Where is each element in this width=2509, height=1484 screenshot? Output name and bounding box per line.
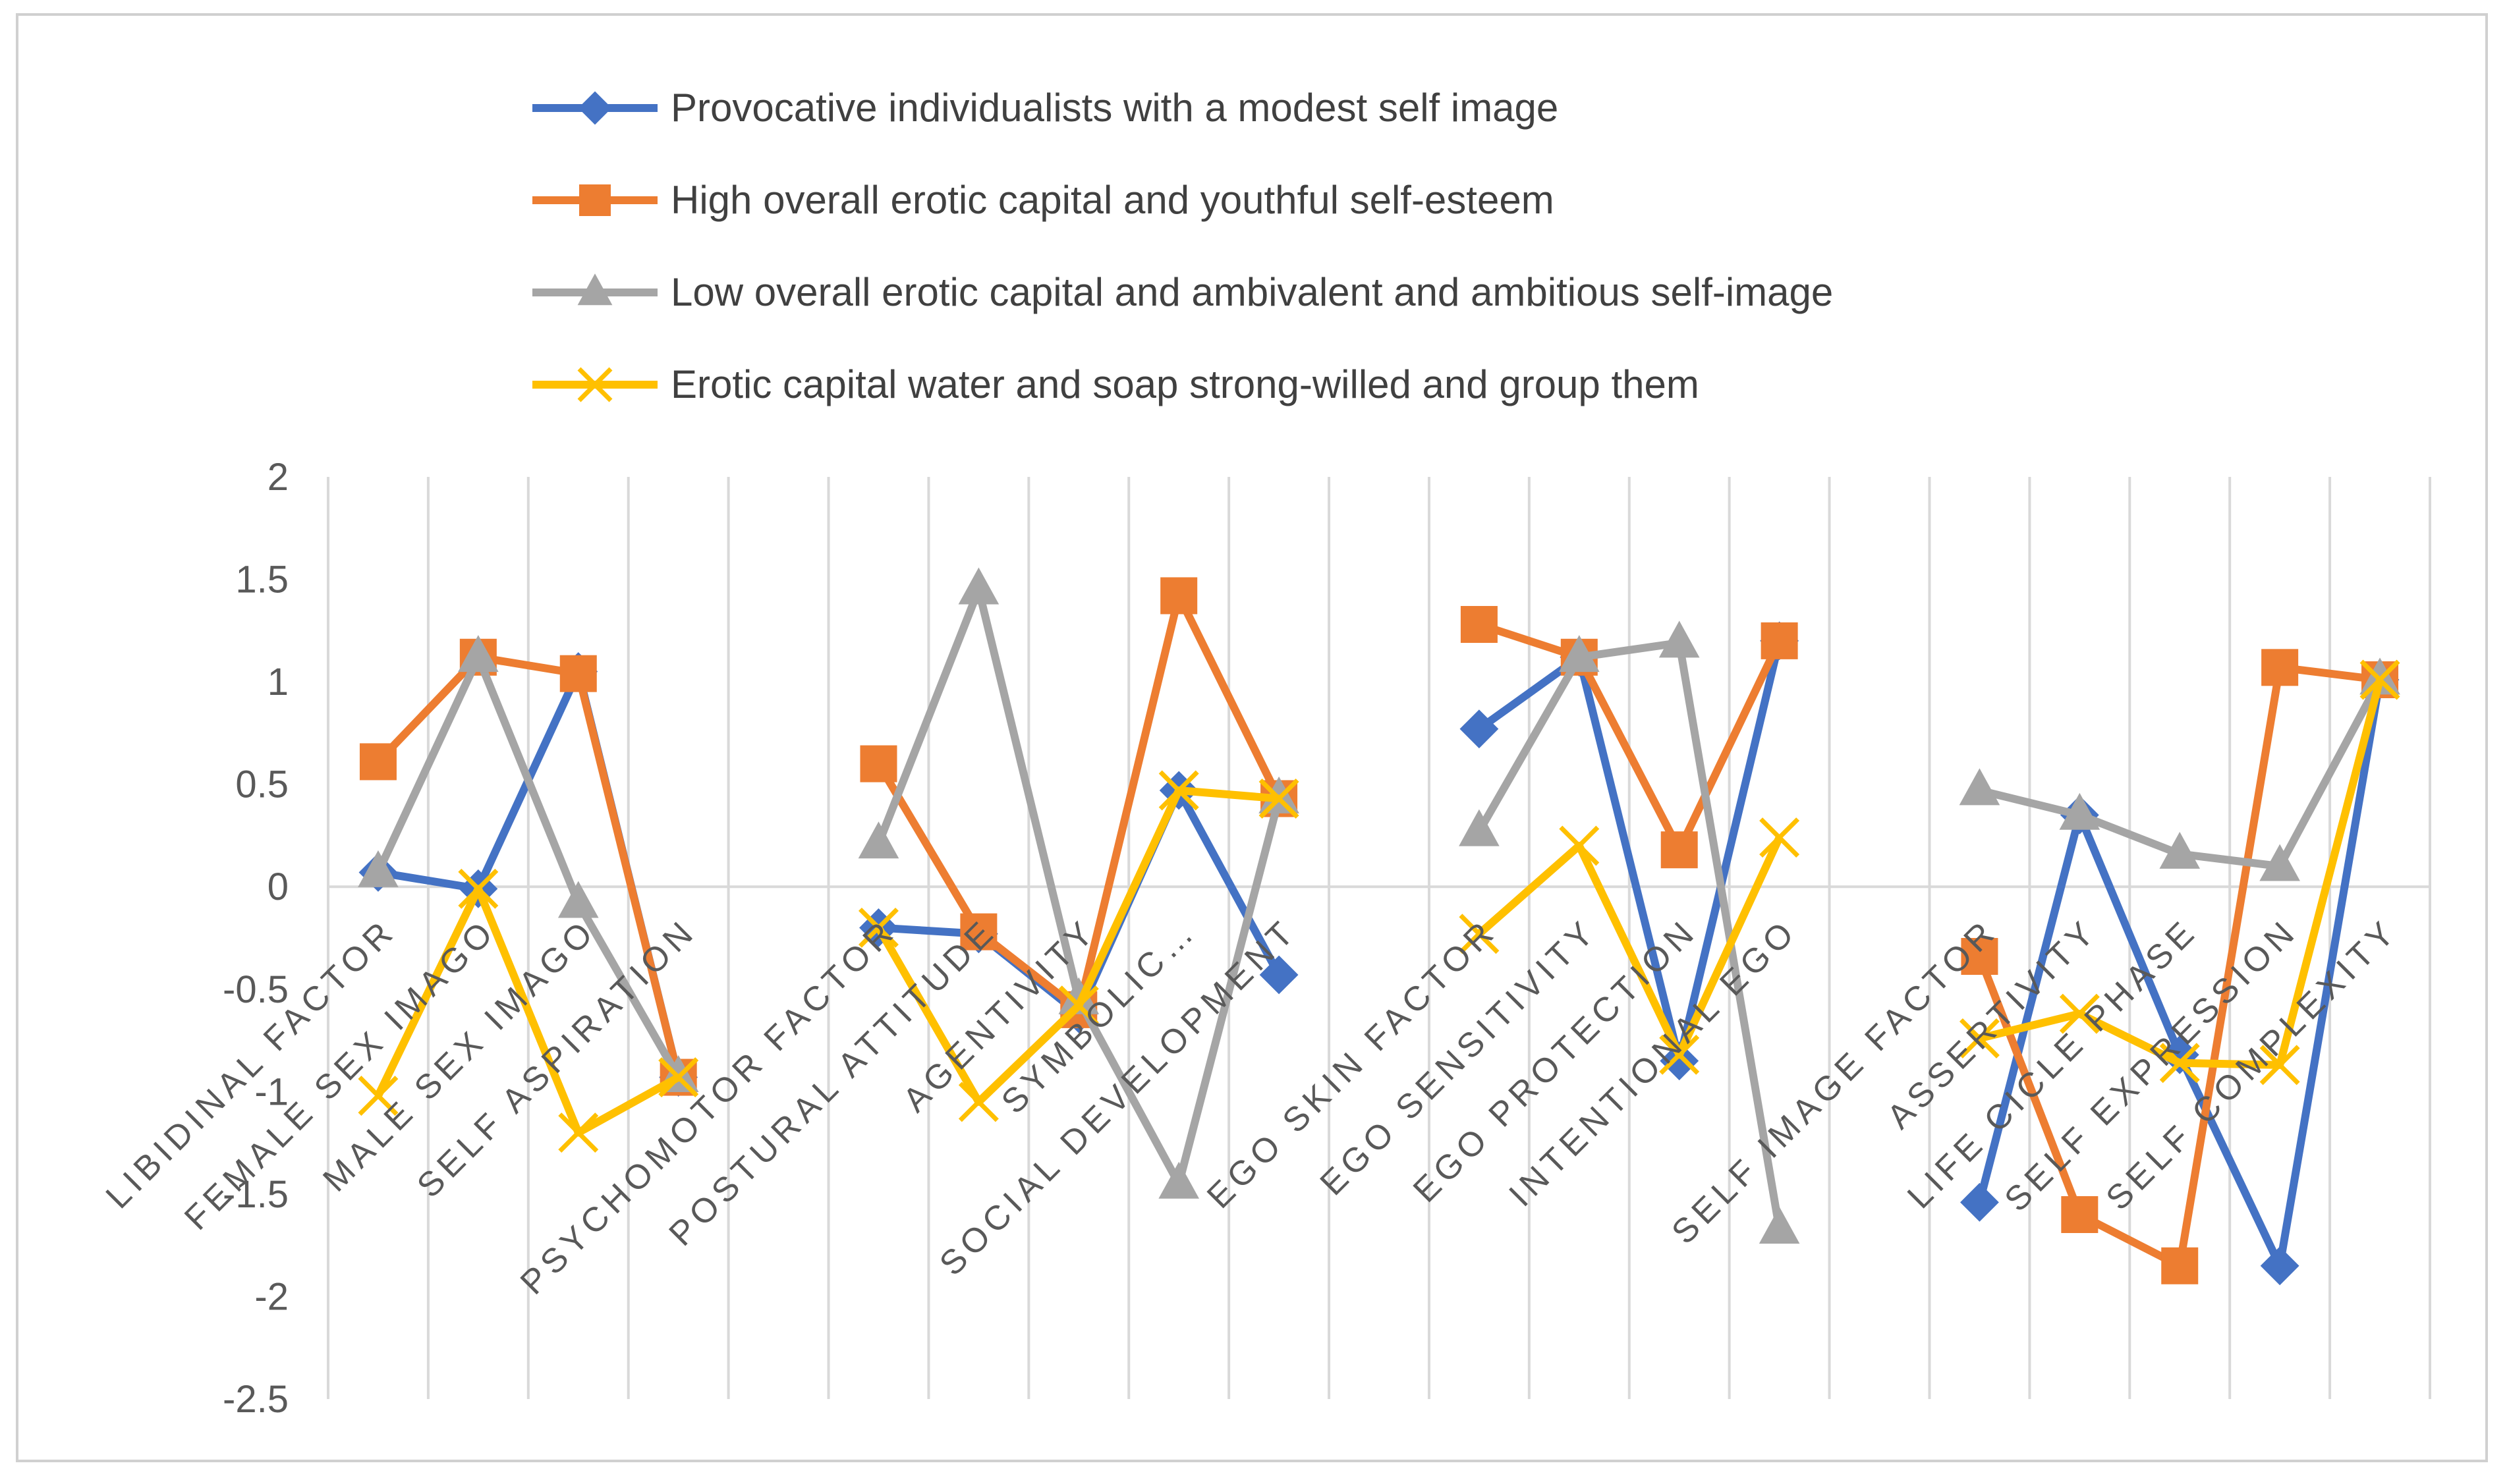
y-tick-label: -2.5 — [223, 1378, 289, 1421]
data-point — [1959, 768, 2000, 806]
y-tick-label: 1.5 — [235, 559, 289, 601]
legend-entry: High overall erotic capital and youthful… — [532, 178, 1554, 222]
y-tick-label: -1.5 — [223, 1173, 289, 1216]
series-4 — [358, 659, 2400, 1153]
data-point — [1759, 1207, 1800, 1244]
data-point — [1660, 1041, 1699, 1081]
data-point — [2259, 844, 2300, 881]
data-point — [559, 655, 597, 692]
series-line — [374, 885, 681, 1137]
data-point — [2059, 792, 2100, 830]
data-point — [2359, 657, 2400, 695]
data-point — [1960, 1182, 1999, 1222]
data-point — [558, 1113, 599, 1153]
data-point — [1659, 1034, 1700, 1075]
data-point — [859, 907, 899, 948]
data-point — [1058, 985, 1099, 1026]
data-point — [1459, 914, 1500, 954]
data-point — [557, 881, 599, 918]
data-point — [1160, 577, 1198, 615]
data-point — [1559, 825, 1600, 866]
data-point — [1460, 606, 1498, 643]
chart-frame: 2 1.5 1 0.5 0 -0.5 -1 -1.5 -2 -2.5 LIBIDINAL FACT… — [16, 13, 2488, 1462]
data-point — [2260, 1246, 2299, 1286]
data-point — [1259, 955, 1299, 995]
series-line — [375, 653, 683, 1078]
data-point — [2259, 1045, 2300, 1086]
data-point — [1258, 778, 1299, 819]
data-point — [2159, 831, 2201, 869]
y-tick-label: 2 — [268, 456, 289, 499]
y-tick-label: -1 — [254, 1070, 289, 1113]
series-line — [1477, 640, 1784, 1065]
data-point — [2359, 659, 2400, 700]
y-axis: 2 1.5 1 0.5 0 -0.5 -1 -1.5 -2 -2.5 — [223, 456, 289, 1421]
grid-layer — [327, 477, 2431, 1399]
data-point — [2261, 649, 2299, 686]
series-line — [1478, 620, 1784, 854]
series-line — [1475, 639, 1784, 1230]
data-point — [1459, 709, 1499, 749]
data-point — [1961, 938, 1998, 975]
data-point — [359, 743, 397, 781]
data-point — [858, 821, 899, 859]
line-chart: 2 1.5 1 0.5 0 -0.5 -1 -1.5 -2 -2.5 LIBIDINAL FACT… — [99, 86, 2431, 1421]
data-point — [958, 567, 1000, 605]
data-point — [1158, 1161, 1199, 1199]
data-point — [658, 1057, 699, 1098]
series-line — [374, 653, 682, 1080]
y-tick-label: 0.5 — [235, 763, 289, 806]
series-layer — [358, 567, 2400, 1286]
legend-entry: Low overall erotic capital and ambivalen… — [532, 270, 1833, 314]
data-point — [1759, 817, 1800, 858]
data-point — [960, 913, 998, 950]
data-point — [1559, 635, 1600, 673]
legend-entry: Provocative individualists with a modest… — [532, 86, 1558, 130]
legend-entry: Erotic capital water and soap strong-wil… — [532, 362, 1699, 406]
data-point — [1158, 770, 1199, 811]
data-point — [1959, 1018, 2000, 1058]
data-point — [2159, 1043, 2200, 1084]
legend-label: Provocative individualists with a modest… — [671, 86, 1558, 130]
data-point — [1058, 977, 1100, 1014]
data-point — [860, 745, 897, 783]
data-point — [2161, 1247, 2199, 1284]
data-point — [1658, 620, 1700, 658]
data-point — [358, 1076, 399, 1116]
series-line — [1476, 836, 1784, 1059]
data-point — [577, 367, 613, 402]
data-point — [2061, 1196, 2099, 1233]
data-point — [458, 635, 499, 673]
data-point — [1459, 809, 1500, 846]
data-point — [958, 1082, 999, 1122]
data-point — [1660, 831, 1698, 869]
legend: Provocative individualists with a modest… — [532, 86, 1833, 406]
data-point — [1761, 622, 1798, 659]
y-tick-label: -2 — [254, 1275, 289, 1318]
data-point — [579, 184, 611, 216]
y-tick-label: 1 — [268, 661, 289, 703]
legend-label: High overall erotic capital and youthful… — [671, 178, 1554, 222]
data-point — [578, 91, 612, 125]
data-point — [458, 868, 499, 909]
legend-label: Erotic capital water and soap strong-wil… — [671, 362, 1699, 406]
y-tick-label: 0 — [268, 866, 289, 908]
data-point — [2059, 993, 2100, 1034]
data-point — [358, 850, 399, 887]
y-tick-label: -0.5 — [223, 968, 289, 1011]
legend-label: Low overall erotic capital and ambivalen… — [671, 270, 1833, 314]
data-point — [577, 273, 613, 306]
